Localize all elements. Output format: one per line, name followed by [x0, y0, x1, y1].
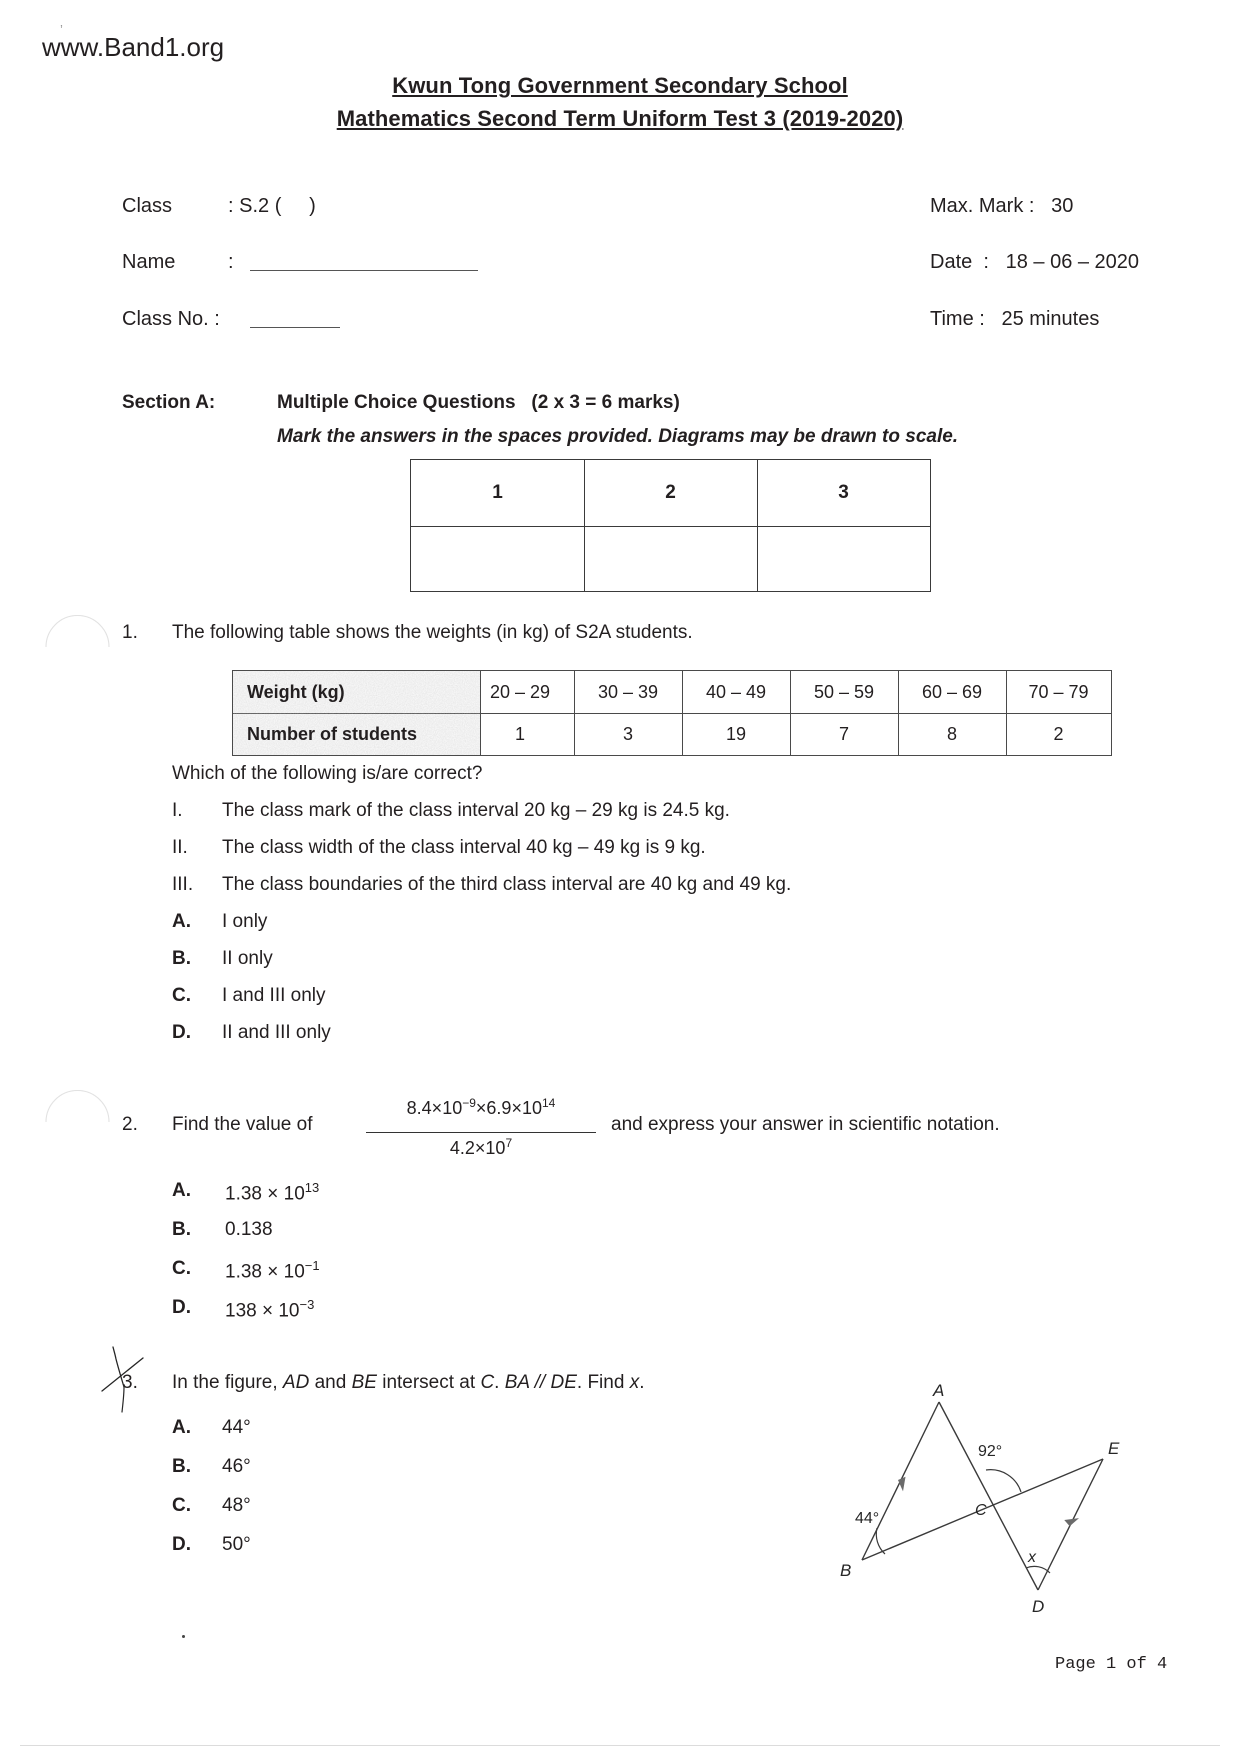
- svg-text:B: B: [840, 1561, 851, 1580]
- svg-text:D: D: [1032, 1597, 1044, 1616]
- svg-text:44°: 44°: [855, 1510, 879, 1527]
- svg-text:A: A: [932, 1381, 944, 1400]
- svg-text:C: C: [975, 1502, 987, 1519]
- svg-text:x: x: [1027, 1549, 1037, 1566]
- svg-text:E: E: [1108, 1439, 1120, 1458]
- svg-text:92°: 92°: [978, 1443, 1002, 1460]
